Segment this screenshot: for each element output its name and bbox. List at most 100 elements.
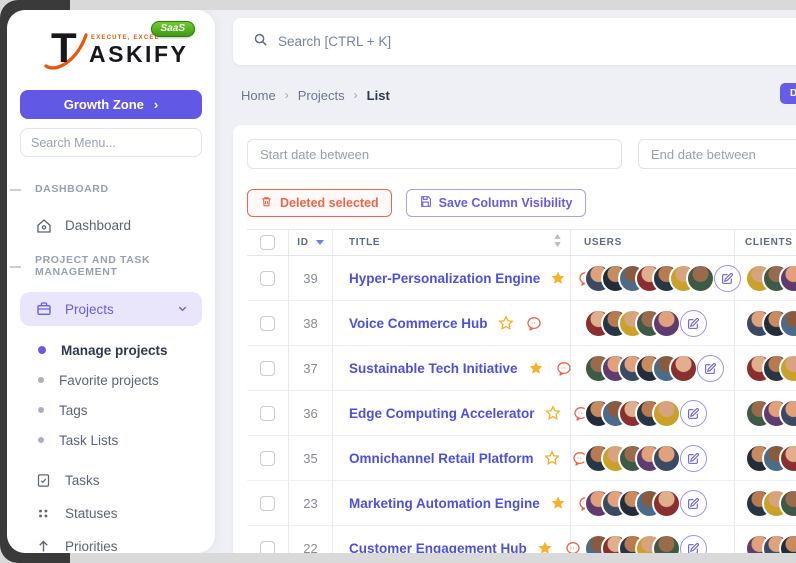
users-avatar-stack <box>584 443 707 473</box>
star-filled-icon[interactable] <box>537 540 553 553</box>
sidebar-item-priorities[interactable]: Priorities <box>7 530 215 553</box>
workspace-switcher-button[interactable]: Growth Zone › <box>20 90 202 119</box>
user-avatar[interactable] <box>652 488 681 518</box>
comments-icon[interactable] <box>572 450 588 466</box>
project-title-link[interactable]: Sustainable Tech Initiative <box>349 360 518 376</box>
end-date-filter-input[interactable] <box>638 139 796 169</box>
edit-users-button[interactable] <box>680 489 707 517</box>
sort-icon[interactable] <box>553 233 562 252</box>
client-avatar[interactable] <box>779 308 796 338</box>
user-avatar[interactable] <box>652 533 681 553</box>
table-body: 39 Hyper-Personalization Engine <box>247 256 796 553</box>
users-avatar-stack <box>584 398 707 428</box>
sidebar-item-dashboard[interactable]: Dashboard <box>7 209 215 242</box>
sidebar-item-label: Task Lists <box>59 432 119 448</box>
breadcrumb-home[interactable]: Home <box>241 87 276 103</box>
logo-letter-t: T <box>51 24 77 71</box>
sidebar-item-projects[interactable]: Projects <box>20 292 202 326</box>
edit-users-button[interactable] <box>714 264 741 292</box>
edit-users-button[interactable] <box>680 444 707 472</box>
row-checkbox[interactable] <box>260 270 275 286</box>
comments-icon[interactable] <box>526 315 542 331</box>
user-avatar[interactable] <box>652 308 681 338</box>
edit-users-button[interactable] <box>680 534 707 553</box>
table-row: 22 Customer Engagement Hub <box>247 526 796 553</box>
user-avatar[interactable] <box>669 353 698 383</box>
user-avatar[interactable] <box>686 263 715 293</box>
search-icon <box>253 32 268 52</box>
clients-avatar-stack <box>745 398 796 428</box>
select-all-checkbox[interactable] <box>260 235 275 250</box>
global-search-bar[interactable]: Search [CTRL + K] <box>233 18 796 65</box>
star-filled-icon[interactable] <box>550 495 566 511</box>
project-id: 23 <box>303 495 318 511</box>
project-title-link[interactable]: Edge Computing Accelerator <box>349 405 535 421</box>
client-avatar[interactable] <box>779 353 796 383</box>
star-outline-icon[interactable] <box>544 405 561 421</box>
table-row: 35 Omnichannel Retail Platform <box>247 436 796 481</box>
grid-dots-icon <box>35 505 52 522</box>
table-header-row: ID TITLE USERS <box>247 229 796 256</box>
client-avatar[interactable] <box>779 488 796 518</box>
client-avatar[interactable] <box>779 263 796 293</box>
column-header-id[interactable]: ID <box>289 230 333 255</box>
project-title-link[interactable]: Voice Commerce Hub <box>349 315 488 331</box>
client-avatar[interactable] <box>779 443 796 473</box>
comments-icon[interactable] <box>556 360 572 376</box>
row-checkbox[interactable] <box>260 360 275 376</box>
sidebar-item-favorite-projects[interactable]: Favorite projects <box>7 366 215 394</box>
app-frame: T EXECUTE, EXCEL ASKIFY SaaS Growth Zone… <box>7 10 796 553</box>
sidebar: T EXECUTE, EXCEL ASKIFY SaaS Growth Zone… <box>7 10 215 553</box>
sidebar-item-label: Manage projects <box>61 342 168 358</box>
project-id: 36 <box>303 405 318 421</box>
star-filled-icon[interactable] <box>528 360 544 376</box>
project-title-link[interactable]: Hyper-Personalization Engine <box>349 270 541 286</box>
sidebar-item-label: Tasks <box>65 473 100 488</box>
user-avatar[interactable] <box>652 398 681 428</box>
star-filled-icon[interactable] <box>550 270 566 286</box>
edit-users-button[interactable] <box>680 399 707 427</box>
view-badge[interactable]: DE <box>780 83 796 104</box>
project-id: 35 <box>303 450 318 466</box>
client-avatar[interactable] <box>779 398 796 428</box>
clients-avatar-stack <box>745 488 796 518</box>
project-title-link[interactable]: Omnichannel Retail Platform <box>349 450 534 466</box>
start-date-filter-input[interactable] <box>247 139 622 169</box>
client-avatar[interactable] <box>779 533 796 553</box>
project-id: 22 <box>303 540 318 554</box>
saas-badge: SaaS <box>150 21 195 37</box>
row-checkbox[interactable] <box>260 315 275 331</box>
sidebar-item-task-lists[interactable]: Task Lists <box>7 426 215 454</box>
row-checkbox[interactable] <box>260 405 275 421</box>
star-outline-icon[interactable] <box>497 315 514 331</box>
search-placeholder: Search [CTRL + K] <box>278 34 392 49</box>
comments-icon[interactable] <box>565 540 581 553</box>
app-logo: T EXECUTE, EXCEL ASKIFY SaaS <box>33 21 195 76</box>
row-checkbox[interactable] <box>260 450 275 466</box>
users-avatar-stack <box>584 488 707 518</box>
edit-users-button[interactable] <box>697 354 724 382</box>
logo-tagline: EXECUTE, EXCEL <box>91 35 160 41</box>
column-header-clients[interactable]: CLIENTS <box>745 237 793 248</box>
delete-selected-button[interactable]: Deleted selected <box>247 189 392 217</box>
sidebar-item-statuses[interactable]: Statuses <box>7 497 215 530</box>
logo-swoosh-icon <box>44 33 88 70</box>
star-outline-icon[interactable] <box>543 450 560 466</box>
save-column-visibility-button[interactable]: Save Column Visibility <box>405 189 586 217</box>
project-title-link[interactable]: Marketing Automation Engine <box>349 495 540 511</box>
sidebar-item-tags[interactable]: Tags <box>7 396 215 424</box>
breadcrumb-projects[interactable]: Projects <box>297 87 345 103</box>
breadcrumb: Home › Projects › List DE <box>233 83 796 105</box>
sidebar-item-manage-projects[interactable]: Manage projects <box>7 336 215 364</box>
user-avatar[interactable] <box>652 443 681 473</box>
clipboard-check-icon <box>35 472 52 489</box>
row-checkbox[interactable] <box>260 540 275 553</box>
edit-users-button[interactable] <box>680 309 707 337</box>
column-header-title[interactable]: TITLE <box>333 230 571 255</box>
menu-search-input[interactable] <box>20 128 202 157</box>
project-title-link[interactable]: Customer Engagement Hub <box>349 540 527 554</box>
column-header-users[interactable]: USERS <box>571 230 735 255</box>
row-checkbox[interactable] <box>260 495 275 511</box>
sidebar-item-tasks[interactable]: Tasks <box>7 464 215 497</box>
chevron-right-icon: › <box>353 88 358 102</box>
